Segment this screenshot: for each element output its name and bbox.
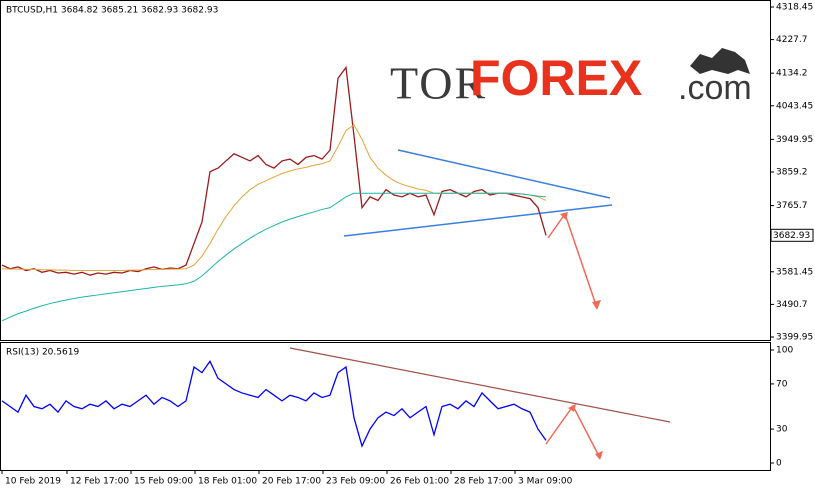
watermark-com: .com [678,69,752,107]
trend-line [397,149,611,199]
x-tick-label: 12 Feb 17:00 [70,477,129,487]
series-line [1,360,547,448]
arrow-head [568,404,603,460]
watermark-forex: FOREX [470,50,642,106]
price-panel [0,0,771,341]
x-tick-label: 10 Feb 2019 [5,477,61,487]
y-tick-label: 3859.2 [776,167,808,177]
y-tick-label: 100 [776,346,793,356]
y-tick-label: 4134.2 [776,69,808,79]
x-tick-label: 28 Feb 17:00 [454,477,513,487]
x-tick-label: 26 Feb 01:00 [390,477,449,487]
x-tick-label: 18 Feb 01:00 [198,477,257,487]
y-tick-label: 3581.45 [776,267,813,277]
x-tick-label: 15 Feb 09:00 [134,477,193,487]
trend-line [343,204,613,237]
series-line [1,192,547,322]
watermark: TOR FOREX .com [390,48,752,109]
y-tick-label: 3490.7 [776,300,808,310]
x-tick-label: 20 Feb 17:00 [262,477,321,487]
y-tick-label: 4318.45 [776,2,813,12]
price-tag [770,228,814,242]
price-tag-label: 3682.93 [773,231,810,241]
y-tick-label: 30 [776,425,788,435]
y-tick-label: 3949.95 [776,135,813,145]
rsi-trend-line [289,347,671,423]
annotations [289,149,671,460]
bull-icon [690,48,750,74]
rsi-panel [0,342,771,471]
y-tick-label: 4043.45 [776,101,813,111]
y-tick-label: 70 [776,379,788,389]
y-tick-label: 4227.7 [776,35,808,45]
y-tick-label: 0 [776,458,782,468]
x-tick-label: 23 Feb 09:00 [326,477,385,487]
y-tick-label: 3399.95 [776,332,813,342]
series-line [1,65,547,276]
x-tick-label: 3 Mar 09:00 [518,477,573,487]
rsi-title: RSI(13) 20.5619 [6,348,79,358]
price-title: BTCUSD,H1 3684.82 3685.21 3682.93 3682.9… [6,6,218,16]
y-tick-label: 3765.7 [776,201,808,211]
watermark-tor: TOR [390,58,487,109]
